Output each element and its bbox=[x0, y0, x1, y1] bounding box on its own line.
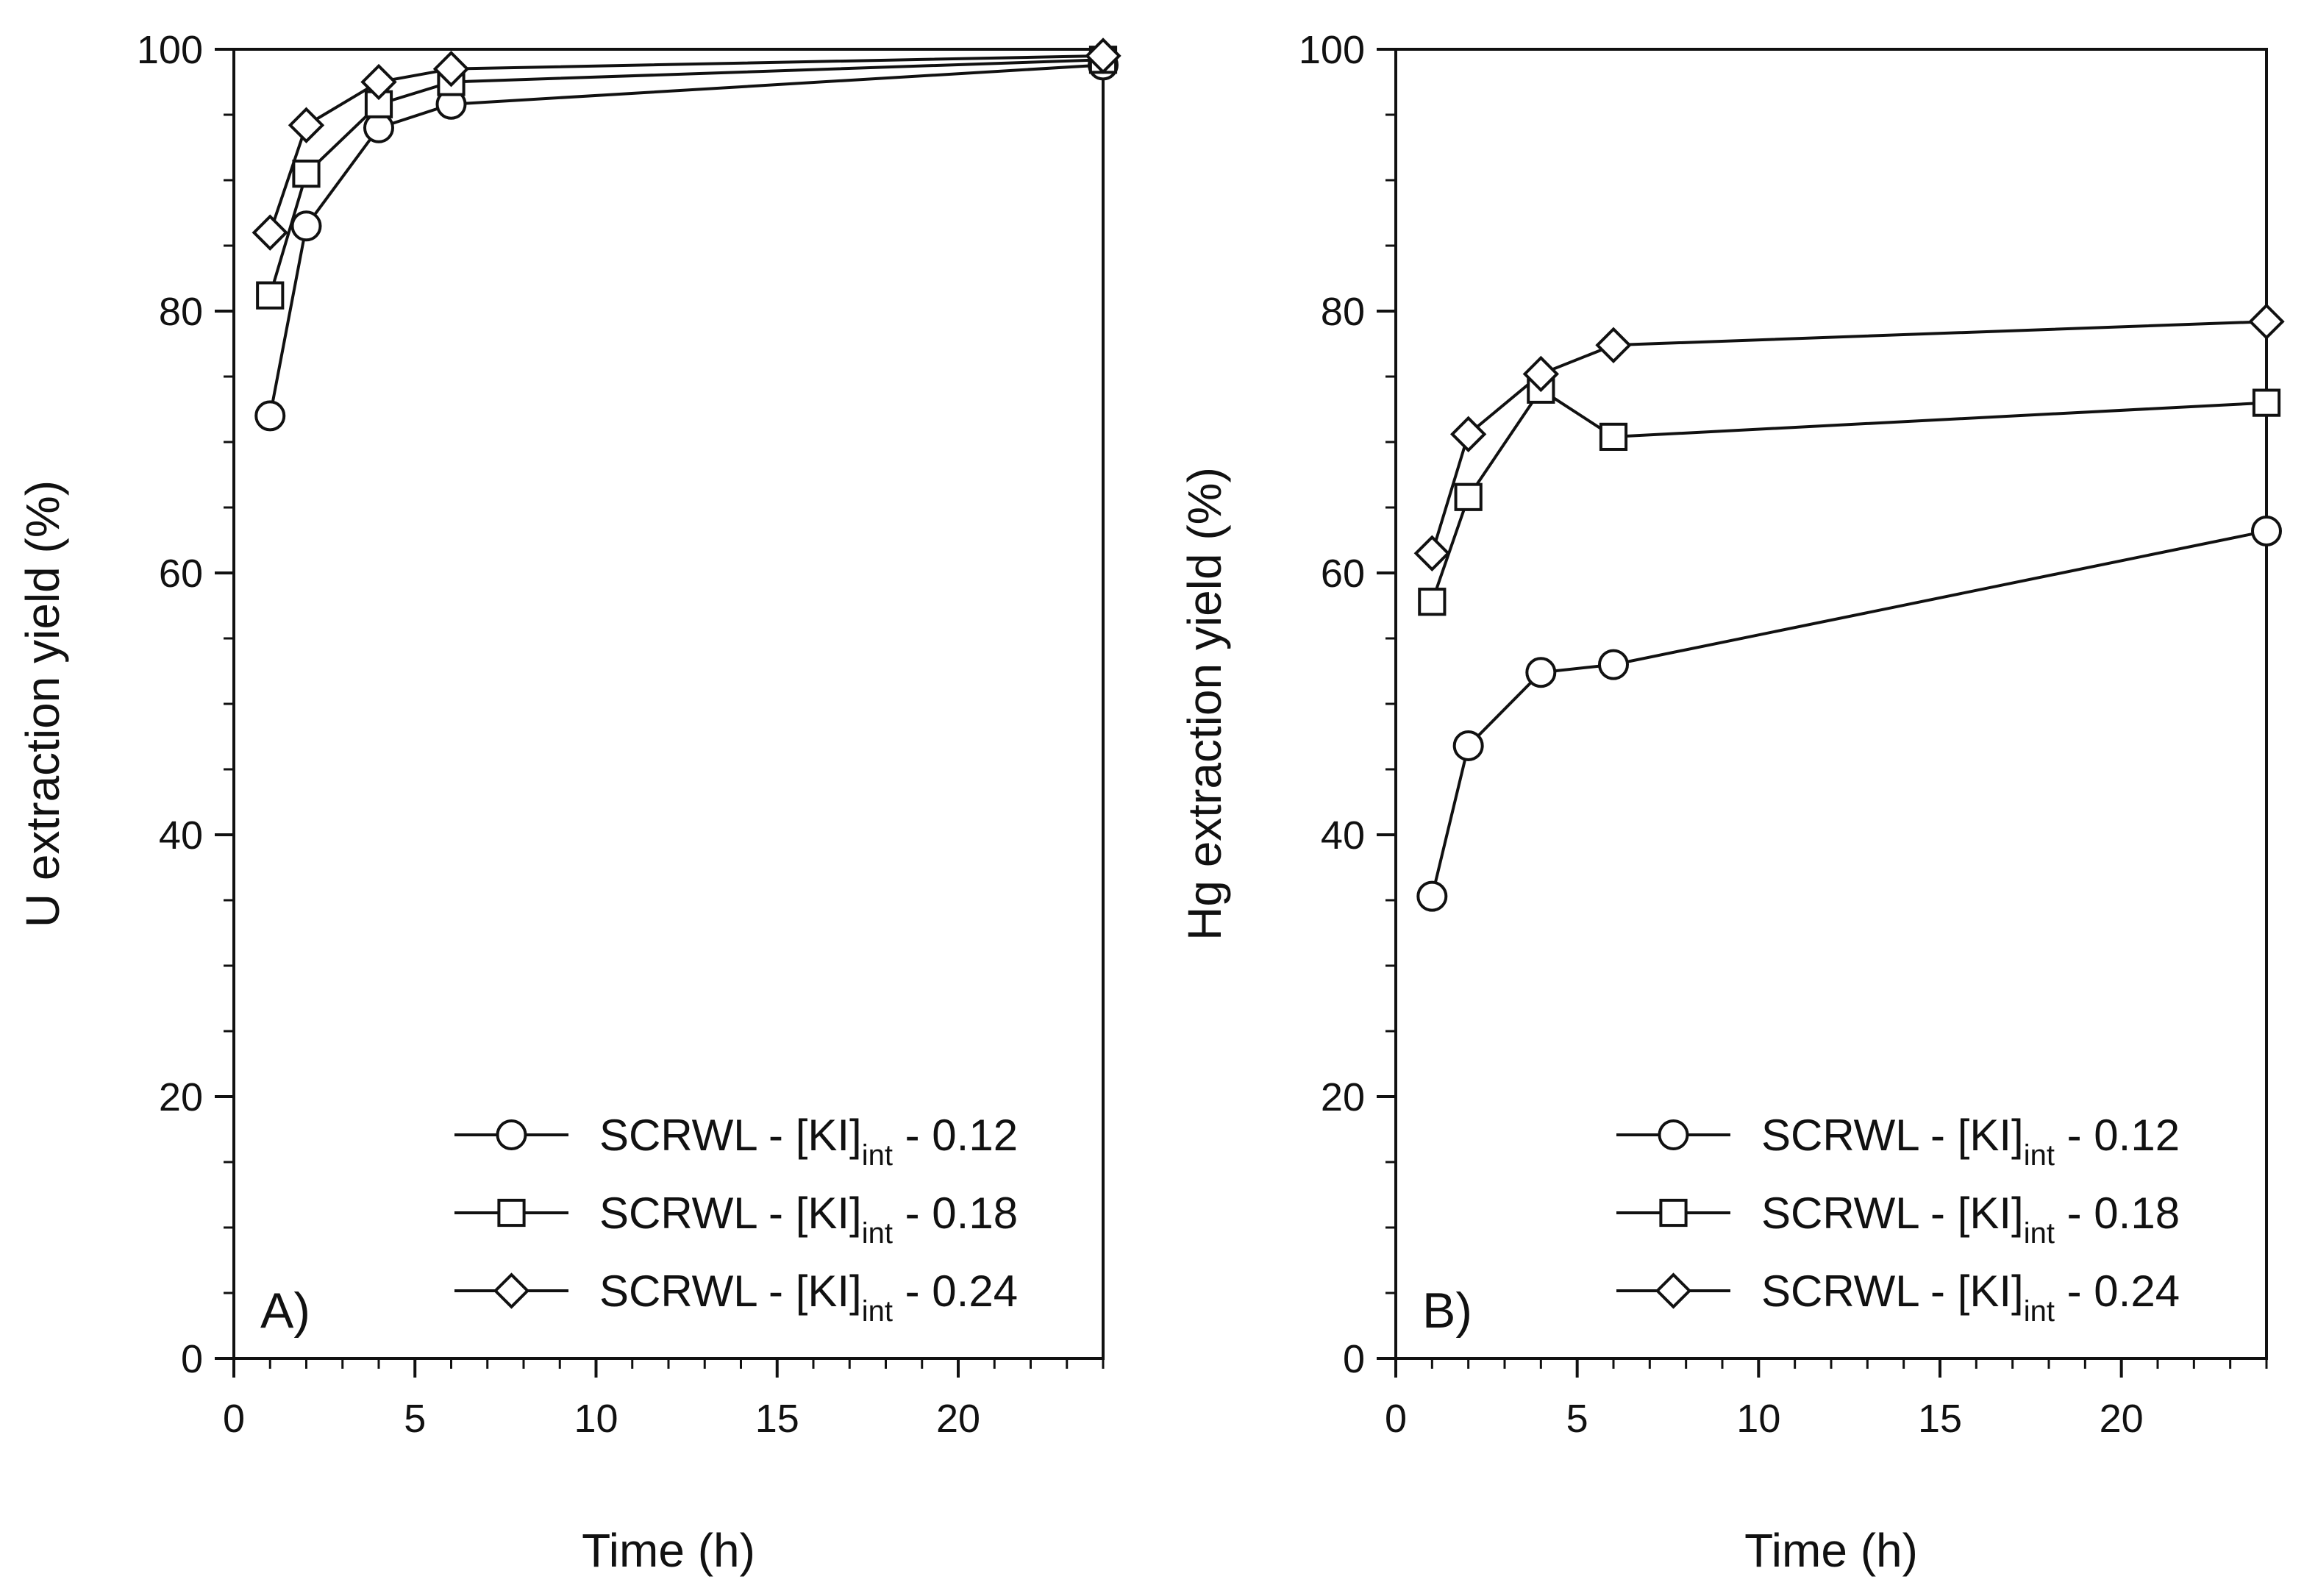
data-point-diamond bbox=[1595, 327, 1632, 363]
data-point-circle bbox=[2251, 516, 2282, 547]
legend-label-subscript: int bbox=[2024, 1295, 2055, 1328]
panel-tag: B) bbox=[1422, 1283, 1472, 1339]
data-point-square bbox=[1454, 482, 1483, 511]
data-point-diamond bbox=[360, 63, 397, 101]
x-tick-label: 0 bbox=[223, 1397, 245, 1441]
legend-label-subscript: int bbox=[862, 1139, 893, 1172]
data-point-diamond bbox=[1085, 38, 1121, 74]
legend-label-prefix: SCRWL - [KI] bbox=[599, 1189, 862, 1238]
series-line-square bbox=[1430, 388, 2267, 602]
data-point-diamond bbox=[2248, 303, 2285, 340]
legend-label-suffix: - 0.18 bbox=[2055, 1189, 2180, 1238]
x-tick-label: 20 bbox=[936, 1397, 980, 1441]
data-point-diamond bbox=[1449, 416, 1487, 452]
y-tick-label: 60 bbox=[1321, 552, 1365, 596]
data-point-square bbox=[1418, 588, 1447, 616]
series-line-circle bbox=[268, 63, 1104, 416]
legend-item: SCRWL - [KI]int - 0.12 bbox=[454, 1111, 1018, 1172]
legend-diamond-icon bbox=[493, 1272, 530, 1309]
x-axis-title: Time (h) bbox=[582, 1524, 755, 1577]
legend-label-suffix: - 0.12 bbox=[893, 1111, 1018, 1160]
y-tick-label: 0 bbox=[181, 1337, 203, 1381]
x-tick-label: 10 bbox=[574, 1397, 618, 1441]
data-point-square bbox=[292, 160, 321, 188]
data-point-diamond bbox=[288, 107, 325, 143]
panel-a: 0 5 10 15 20 0 20 40 60 80 100 Time (h) U extraction… bbox=[16, 28, 1121, 1577]
data-point-circle bbox=[1416, 880, 1448, 912]
y-tick-label: 80 bbox=[1321, 290, 1365, 334]
x-axis-title: Time (h) bbox=[1744, 1524, 1918, 1577]
legend-item: SCRWL - [KI]int - 0.12 bbox=[1616, 1111, 2180, 1172]
panel-tag: A) bbox=[260, 1283, 310, 1339]
legend-item: SCRWL - [KI]int - 0.18 bbox=[454, 1189, 1018, 1250]
legend-circle-icon bbox=[496, 1119, 527, 1150]
data-point-diamond bbox=[1522, 355, 1560, 393]
y-axis-title: U extraction yield (%) bbox=[16, 480, 69, 927]
legend-label-subscript: int bbox=[862, 1295, 893, 1328]
x-tick-label: 15 bbox=[1918, 1397, 1962, 1441]
legend-square-icon bbox=[497, 1198, 526, 1228]
y-tick-label: 60 bbox=[159, 552, 203, 596]
legend-label-prefix: SCRWL - [KI] bbox=[599, 1111, 862, 1160]
data-point-circle bbox=[1598, 649, 1629, 680]
legend-label: SCRWL - [KI]int - 0.24 bbox=[599, 1267, 1018, 1328]
legend-square-icon bbox=[1659, 1198, 1688, 1228]
data-point-circle bbox=[290, 210, 322, 242]
legend-label: SCRWL - [KI]int - 0.12 bbox=[1761, 1111, 2180, 1172]
x-tick-label: 10 bbox=[1736, 1397, 1780, 1441]
data-point-diamond bbox=[252, 214, 288, 251]
data-point-diamond bbox=[432, 51, 470, 88]
y-tick-label: 40 bbox=[1321, 813, 1365, 858]
y-tick-label: 100 bbox=[137, 28, 203, 72]
legend-label-prefix: SCRWL - [KI] bbox=[1761, 1111, 2024, 1160]
data-point-diamond bbox=[1413, 535, 1451, 571]
y-tick-label: 0 bbox=[1343, 1337, 1365, 1381]
data-point-circle bbox=[1525, 657, 1557, 688]
legend-label: SCRWL - [KI]int - 0.18 bbox=[599, 1189, 1018, 1250]
legend-label: SCRWL - [KI]int - 0.18 bbox=[1761, 1189, 2180, 1250]
data-point-square bbox=[1599, 422, 1628, 451]
data-point-circle bbox=[254, 400, 286, 432]
y-axis-title: Hg extraction yield (%) bbox=[1178, 467, 1231, 941]
y-tick-label: 20 bbox=[1321, 1075, 1365, 1119]
series-line-square bbox=[268, 58, 1104, 296]
legend-label-suffix: - 0.24 bbox=[893, 1267, 1018, 1316]
series-line-circle bbox=[1430, 530, 2267, 897]
x-tick-label: 20 bbox=[2100, 1397, 2144, 1441]
legend-circle-icon bbox=[1658, 1119, 1689, 1150]
legend-label-subscript: int bbox=[2024, 1217, 2055, 1250]
y-tick-label: 20 bbox=[159, 1075, 203, 1119]
legend-item: SCRWL - [KI]int - 0.24 bbox=[1616, 1267, 2180, 1328]
legend-diamond-icon bbox=[1655, 1272, 1692, 1309]
x-tick-label: 0 bbox=[1385, 1397, 1407, 1441]
x-tick-label: 15 bbox=[755, 1397, 799, 1441]
plot-frame bbox=[232, 48, 1105, 1360]
x-tick-label: 5 bbox=[1566, 1397, 1588, 1441]
panel-b: 0 5 10 15 20 0 20 40 60 80 100 Time (h) Hg extractio… bbox=[1178, 28, 2285, 1577]
x-tick-label: 5 bbox=[404, 1397, 426, 1441]
legend-label: SCRWL - [KI]int - 0.12 bbox=[599, 1111, 1018, 1172]
legend-label-suffix: - 0.12 bbox=[2055, 1111, 2180, 1160]
legend-label-suffix: - 0.18 bbox=[893, 1189, 1018, 1238]
legend-item: SCRWL - [KI]int - 0.24 bbox=[454, 1267, 1018, 1328]
data-point-circle bbox=[1452, 730, 1484, 761]
y-tick-label: 40 bbox=[159, 813, 203, 858]
data-point-square bbox=[2252, 388, 2281, 417]
legend-label-subscript: int bbox=[2024, 1139, 2055, 1172]
legend-label-prefix: SCRWL - [KI] bbox=[1761, 1267, 2024, 1316]
y-tick-label: 100 bbox=[1299, 28, 1365, 72]
legend-label-subscript: int bbox=[862, 1217, 893, 1250]
legend-item: SCRWL - [KI]int - 0.18 bbox=[1616, 1189, 2180, 1250]
legend-label-prefix: SCRWL - [KI] bbox=[599, 1267, 862, 1316]
data-point-square bbox=[256, 281, 285, 310]
y-tick-label: 80 bbox=[159, 290, 203, 334]
series-line-diamond bbox=[1430, 320, 2267, 554]
legend-label-suffix: - 0.24 bbox=[2055, 1267, 2180, 1316]
plot-frame bbox=[1394, 48, 2268, 1360]
legend-label: SCRWL - [KI]int - 0.24 bbox=[1761, 1267, 2180, 1328]
legend-label-prefix: SCRWL - [KI] bbox=[1761, 1189, 2024, 1238]
